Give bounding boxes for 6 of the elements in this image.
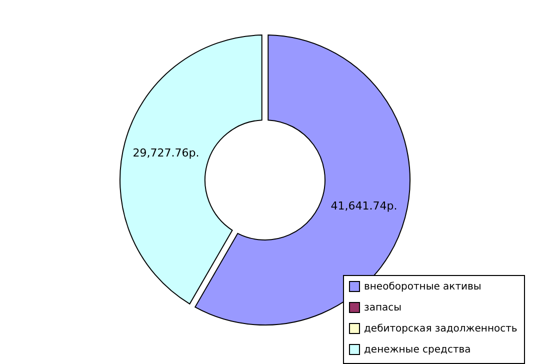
data-label: 41,641.74р. <box>330 200 398 213</box>
legend-label: дебиторская задолженность <box>364 324 518 334</box>
data-label: 29,727.76р. <box>132 146 200 160</box>
legend-label: денежные средства <box>364 344 471 356</box>
legend-label: запасы <box>364 302 402 314</box>
legend-label: внеоборотные активы <box>364 282 482 292</box>
